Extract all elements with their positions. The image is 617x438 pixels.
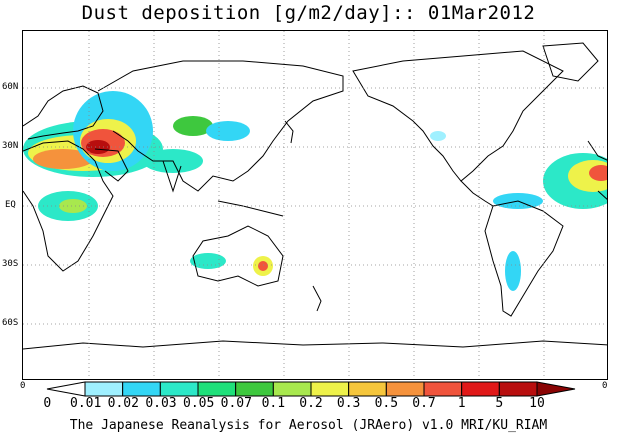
colorbar-tick-label: 0.05: [183, 396, 215, 411]
dust-sahara-core: [33, 149, 93, 169]
dust-shading: [23, 91, 607, 291]
colorbar-cell: [348, 381, 387, 397]
colorbar-cell: [272, 381, 312, 397]
coast-west-africa-right: [587, 140, 607, 161]
colorbar-right-arrow: [536, 381, 576, 397]
lat-label-60s: 60S: [2, 318, 19, 328]
colorbar-cell: [84, 381, 124, 397]
colorbar-tick-label: 0.07: [220, 396, 252, 411]
colorbar-tick-label: 0.03: [145, 396, 177, 411]
colorbar-cell: [423, 381, 463, 397]
lon-label-right: 0: [602, 381, 608, 391]
coast-south-america: [484, 200, 564, 317]
colorbar-cell: [235, 381, 274, 397]
coast-gulf-guinea-right: [597, 190, 607, 200]
credit-line: The Japanese Reanalysis for Aerosol (JRA…: [69, 418, 548, 433]
map-canvas: [23, 31, 607, 379]
colorbar-cell: [498, 381, 538, 397]
coast-greenland: [542, 42, 599, 82]
coast-nz: [312, 285, 322, 312]
coastlines: [23, 42, 607, 350]
colorbar-tick-label: 0.7: [412, 396, 436, 411]
colorbar-tick-label: 5: [495, 396, 504, 411]
dust-australia-peak: [258, 261, 268, 271]
coast-arabia: [94, 148, 129, 182]
coast-north-america: [352, 50, 564, 182]
colorbar-tick-label: 0.1: [261, 396, 286, 411]
colorbar-tick-label: 10: [529, 396, 545, 411]
colorbar-left-arrow: [46, 381, 86, 397]
lat-label-30n: 30N: [2, 141, 19, 151]
dust-central-asia: [173, 116, 213, 136]
colorbar-cell: [122, 381, 161, 397]
colorbar-tick-label: 0.02: [107, 396, 139, 411]
coast-japan: [284, 120, 294, 144]
colorbar-tick-label: 1: [457, 396, 466, 411]
dust-africa-core: [59, 199, 87, 213]
lon-label-left: 0: [20, 381, 26, 391]
map-title: Dust deposition [g/m2/day]:: 01Mar2012: [81, 2, 536, 24]
coast-australia: [192, 225, 284, 287]
colorbar-cell: [385, 381, 425, 397]
coast-asia: [97, 60, 344, 192]
coast-central-america: [460, 180, 494, 207]
dust-atlantic-core: [589, 165, 607, 181]
dust-mideast-peak: [86, 140, 110, 154]
coast-indonesia: [217, 200, 284, 217]
colorbar-tick-label: 0: [43, 396, 52, 411]
lat-label-60n: 60N: [2, 82, 19, 92]
colorbar-tick-label: 0.2: [299, 396, 323, 411]
colorbar-tick-label: 0.3: [336, 396, 361, 411]
colorbar-cell: [159, 381, 199, 397]
dust-south-america: [505, 251, 521, 291]
coast-antarctica: [23, 340, 607, 350]
coast-africa: [23, 140, 114, 272]
dust-east-asia: [206, 121, 250, 141]
coast-india: [162, 160, 182, 193]
graticule: [23, 31, 607, 379]
colorbar-tick-label: 0.5: [374, 396, 399, 411]
dust-deposition-map: [22, 30, 608, 380]
lat-label-eq: EQ: [5, 200, 16, 210]
colorbar-tick-label: 0.01: [70, 396, 102, 411]
colorbar-cell: [310, 381, 350, 397]
dust-north-america: [430, 131, 446, 141]
colorbar-cell: [197, 381, 237, 397]
coast-europe: [23, 85, 104, 140]
colorbar-cells: [46, 381, 576, 397]
colorbar-cell: [461, 381, 500, 397]
lat-label-30s: 30S: [2, 259, 19, 269]
